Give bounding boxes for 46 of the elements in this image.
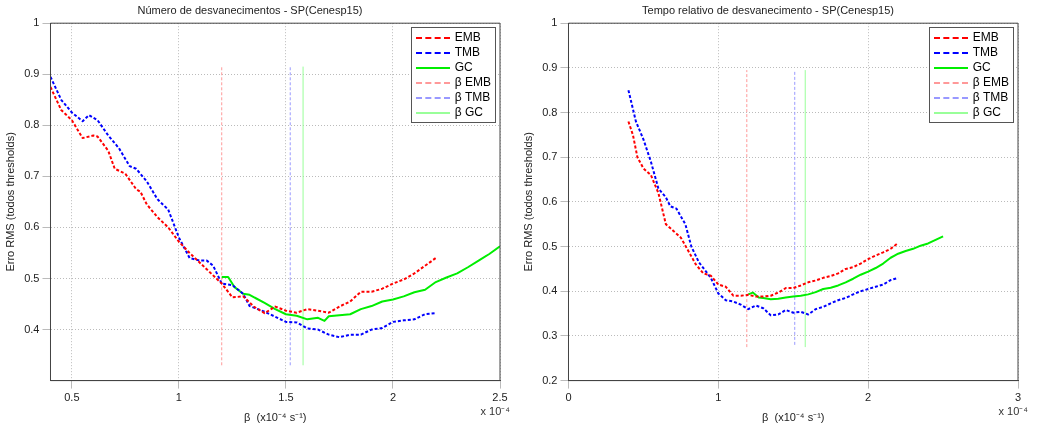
legend-label: β EMB xyxy=(454,75,491,91)
x-tick-label: 1.5 xyxy=(278,391,294,404)
y-tick-label: 0.9 xyxy=(542,60,558,73)
y-tick-label: 0.7 xyxy=(24,169,40,182)
y-tick-label: 0.6 xyxy=(24,220,40,233)
legend-label: GC xyxy=(972,60,991,76)
text: x 10⁻⁴ xyxy=(998,405,1029,418)
y-tick-label: 0.9 xyxy=(24,67,40,80)
x-tick-label: 1 xyxy=(715,391,722,404)
x-tick-label: 3 xyxy=(1014,391,1022,404)
y-axis-title: Erro RMS (todos thresholds) xyxy=(3,132,16,272)
y-axis-title: Erro RMS (todos thresholds) xyxy=(521,132,534,272)
y-tick-label: 0.4 xyxy=(24,322,40,335)
y-tick-label: 0.8 xyxy=(542,105,558,118)
y-tick-label: 0.6 xyxy=(542,194,558,207)
legend-label: β TMB xyxy=(972,90,1009,106)
y-tick-label: 0.8 xyxy=(24,118,40,131)
y-tick-label: 0.7 xyxy=(542,150,558,163)
x-tick-label: 1 xyxy=(175,391,182,404)
x-tick-label: 2.5 xyxy=(492,391,508,404)
chart-title: Número de desvanecimentos - SP(Cenesp15) xyxy=(137,3,363,16)
line-series xyxy=(627,120,900,298)
x-tick-label: 0.5 xyxy=(64,391,80,404)
x-axis-title: β (x10⁻⁴ s⁻¹) xyxy=(244,411,307,424)
y-tick-label: 1 xyxy=(33,16,40,29)
y-tick-label: 0.5 xyxy=(24,271,40,284)
legend-label: GC xyxy=(454,60,473,76)
legend-label: EMB xyxy=(972,30,999,46)
legend-label: TMB xyxy=(454,45,481,61)
y-tick-label: 0.4 xyxy=(542,284,558,297)
y-tick-label: 0.2 xyxy=(542,373,558,386)
x-tick-label: 2 xyxy=(389,391,397,404)
x-axis-title: β (x10⁻⁴ s⁻¹) xyxy=(762,411,825,424)
legend-label: β GC xyxy=(454,105,483,121)
x-tick-label: 2 xyxy=(865,391,872,404)
legend-label: EMB xyxy=(454,30,481,46)
chart-title: Tempo relativo de desvanecimento - SP(Cenesp15) xyxy=(642,3,894,16)
y-tick-label: 0.5 xyxy=(542,239,558,252)
legend-label: β TMB xyxy=(454,90,491,106)
y-tick-label: 0.3 xyxy=(542,328,558,341)
legend-label: TMB xyxy=(972,45,999,61)
x-tick-label: 0 xyxy=(565,391,572,404)
y-tick-label: 1 xyxy=(551,16,558,29)
legend-label: β EMB xyxy=(972,75,1009,91)
text: x 10⁻⁴ xyxy=(480,405,511,418)
legend-label: β GC xyxy=(972,105,1001,121)
